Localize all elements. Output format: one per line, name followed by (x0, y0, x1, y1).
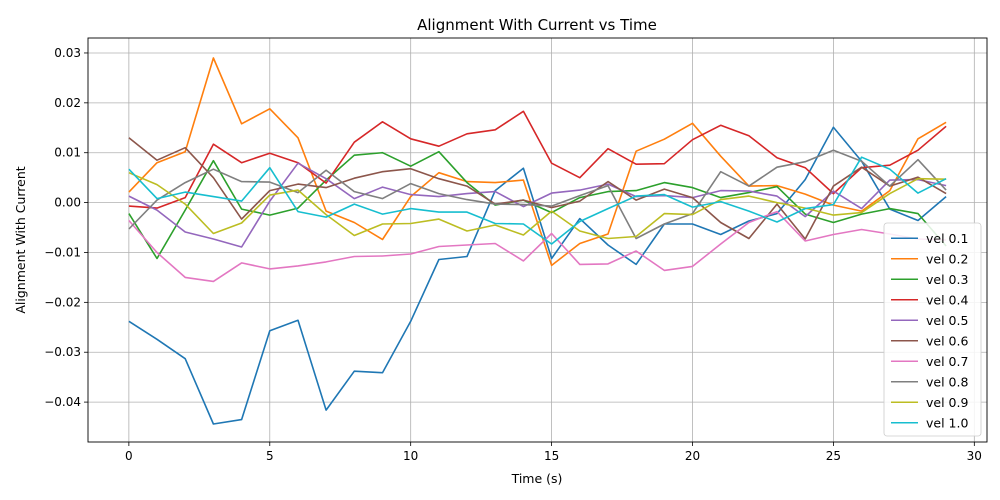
legend-label: vel 0.5 (926, 313, 968, 328)
y-tick-label: 0.01 (54, 146, 81, 160)
series-line-vel-1-0 (128, 156, 947, 245)
legend-label: vel 0.8 (926, 374, 968, 389)
x-tick-label: 10 (403, 449, 418, 463)
series-line-vel-0-8 (128, 149, 947, 240)
y-tick-label: 0.03 (54, 46, 81, 60)
plot-frame (87, 37, 988, 443)
y-tick-label: 0.02 (54, 96, 81, 110)
x-tick-label: 15 (544, 449, 559, 463)
series-line-vel-0-4 (128, 110, 947, 209)
axis-ticks: 0 5 10 15 20 25 30 −0.04 −0.03 −0.02 −0.01 0.00 0.01… (44, 46, 982, 463)
x-tick-label: 20 (685, 449, 700, 463)
legend-label: vel 0.9 (926, 395, 968, 410)
x-tick-label: 0 (125, 449, 133, 463)
y-tick-label: 0.00 (54, 196, 81, 210)
legend: vel 0.1 vel 0.2 vel 0.3 vel 0.4 vel 0.5 vel 0… (883, 222, 982, 437)
series-line-vel-0-7 (128, 210, 947, 283)
series-line-vel-0-5 (128, 162, 947, 248)
series-line-vel-0-9 (128, 171, 947, 240)
legend-label: vel 0.3 (926, 272, 968, 287)
y-tick-label: −0.03 (44, 345, 81, 359)
legend-label: vel 0.1 (926, 231, 968, 246)
x-tick-label: 25 (826, 449, 841, 463)
legend-label: vel 0.7 (926, 354, 968, 369)
legend-label: vel 1.0 (926, 415, 968, 430)
chart-title: Alignment With Current vs Time (417, 16, 657, 34)
legend-label: vel 0.2 (926, 251, 968, 266)
series-line-vel-0-6 (128, 137, 947, 240)
series-lines (128, 57, 947, 425)
y-tick-label: −0.02 (44, 295, 81, 309)
x-tick-label: 5 (266, 449, 274, 463)
x-axis-title: Time (s) (511, 471, 563, 486)
legend-label: vel 0.4 (926, 292, 968, 307)
y-tick-label: −0.01 (44, 245, 81, 259)
legend-label: vel 0.6 (926, 333, 968, 348)
y-axis-title: Alignment With Current (13, 166, 28, 313)
series-line-vel-0-1 (128, 126, 947, 425)
x-tick-label: 30 (967, 449, 982, 463)
series-line-vel-0-3 (128, 150, 947, 260)
y-tick-label: −0.04 (44, 395, 81, 409)
legend-box (883, 222, 982, 437)
